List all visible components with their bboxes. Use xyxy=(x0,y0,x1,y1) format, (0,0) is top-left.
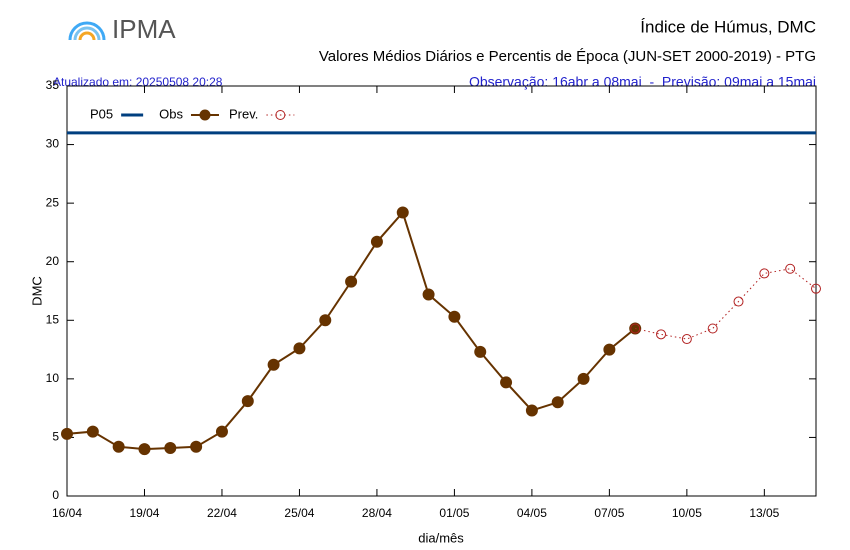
y-tick-label: 15 xyxy=(46,312,60,326)
x-tick-label: 13/05 xyxy=(749,506,779,520)
series-line xyxy=(635,268,817,340)
point xyxy=(551,396,564,409)
point xyxy=(112,440,125,453)
point xyxy=(603,343,616,356)
point xyxy=(61,427,73,440)
point xyxy=(190,440,203,453)
point xyxy=(293,342,306,355)
chart-title: Índice de Húmus, DMC xyxy=(640,17,816,36)
point xyxy=(681,334,692,345)
point xyxy=(448,310,461,323)
x-tick-label: 22/04 xyxy=(207,506,237,520)
y-tick-label: 10 xyxy=(46,371,60,385)
legend-label: P05 xyxy=(90,106,113,121)
point xyxy=(630,323,641,334)
point xyxy=(138,443,151,456)
point xyxy=(525,404,538,417)
point xyxy=(474,345,487,358)
x-tick-label: 25/04 xyxy=(284,506,314,520)
point xyxy=(733,296,744,307)
y-tick-label: 0 xyxy=(52,488,59,502)
logo-text: IPMA xyxy=(112,14,176,44)
plot-frame xyxy=(66,85,817,497)
legend-swatch xyxy=(275,110,286,120)
point xyxy=(345,275,358,288)
point xyxy=(785,263,796,274)
x-tick-label: 01/05 xyxy=(439,506,469,520)
point xyxy=(811,283,821,294)
x-tick-label: 19/04 xyxy=(129,506,159,520)
point xyxy=(86,425,99,438)
point xyxy=(577,372,590,385)
x-axis-label: dia/mês xyxy=(418,530,464,545)
x-tick-label: 16/04 xyxy=(52,506,82,520)
y-tick-label: 35 xyxy=(46,78,60,92)
point xyxy=(370,235,383,248)
x-tick-label: 10/05 xyxy=(672,506,702,520)
point xyxy=(241,395,254,408)
logo-icon xyxy=(68,21,106,41)
y-axis-label: DMC xyxy=(29,276,44,306)
point xyxy=(656,329,667,340)
legend-label: Obs xyxy=(159,106,183,121)
x-tick-label: 07/05 xyxy=(594,506,624,520)
point xyxy=(319,314,332,327)
point xyxy=(396,206,409,219)
y-tick-label: 30 xyxy=(46,137,60,151)
series-line xyxy=(66,210,636,451)
chart-subtitle: Valores Médios Diários e Percentis de Ép… xyxy=(319,48,816,65)
legend-label: Prev. xyxy=(229,106,258,121)
point xyxy=(422,288,435,301)
x-tick-label: 04/05 xyxy=(517,506,547,520)
legend-swatch xyxy=(199,109,211,121)
y-tick-label: 5 xyxy=(52,430,59,444)
x-tick-label: 28/04 xyxy=(362,506,392,520)
point xyxy=(500,376,513,389)
point xyxy=(267,358,280,371)
y-tick-label: 20 xyxy=(46,254,60,268)
point xyxy=(215,425,228,438)
point xyxy=(164,441,177,454)
point xyxy=(759,268,770,279)
updated: Atualizado em: 20250508 20:28 xyxy=(53,75,223,89)
y-tick-label: 25 xyxy=(46,195,60,209)
point xyxy=(707,323,718,334)
